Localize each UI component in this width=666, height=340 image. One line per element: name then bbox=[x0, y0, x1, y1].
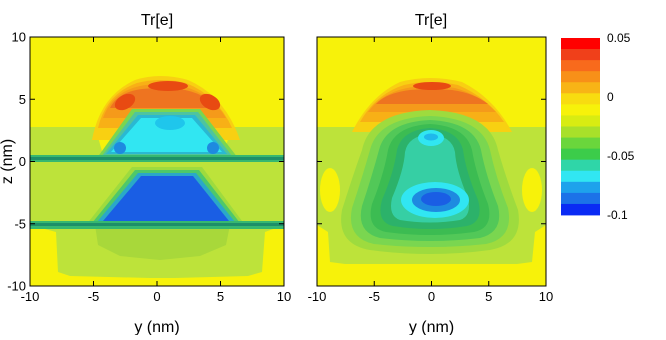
colorbar-swatch bbox=[561, 126, 600, 138]
left-lower-core bbox=[103, 176, 229, 221]
colorbar-swatch bbox=[561, 203, 600, 216]
x-tick-label: 0 bbox=[153, 289, 160, 304]
colorbar-swatch bbox=[561, 60, 600, 72]
right-upper-peak bbox=[413, 82, 451, 90]
colorbar-swatch bbox=[561, 82, 600, 94]
colorbar-tick-label: 0.05 bbox=[607, 31, 631, 45]
y-tick-label: 10 bbox=[12, 30, 26, 45]
colorbar: 0.05 0 -0.05 -0.1 bbox=[561, 31, 635, 222]
x-tick-label: -5 bbox=[88, 289, 100, 304]
left-upper-lobe-right bbox=[199, 93, 221, 111]
colorbar-swatch bbox=[561, 104, 600, 116]
left-layer-zm5-inner bbox=[30, 223, 284, 226]
colorbar-tick-label: 0 bbox=[607, 90, 614, 104]
colorbar-swatch bbox=[561, 115, 600, 127]
colorbar-tick-label: -0.1 bbox=[607, 208, 628, 222]
left-contour-plot bbox=[30, 37, 284, 286]
x-axis-label: y (nm) bbox=[409, 319, 454, 335]
x-tick-label: 5 bbox=[485, 289, 492, 304]
right-left-yellow-spot bbox=[320, 168, 340, 212]
colorbar-swatch bbox=[561, 49, 600, 61]
right-lower-blue-core bbox=[421, 192, 451, 206]
left-upper-inner-spot-2 bbox=[207, 142, 219, 154]
colorbar-swatch bbox=[561, 71, 600, 83]
left-bottom-bulge bbox=[95, 225, 230, 260]
left-upper-shell-4 bbox=[110, 88, 218, 108]
x-tick-label: -5 bbox=[368, 289, 380, 304]
x-tick-label: -10 bbox=[21, 289, 40, 304]
x-tick-label: -10 bbox=[308, 289, 327, 304]
left-upper-lobe-left bbox=[114, 93, 136, 111]
left-panel: Tr[e] bbox=[0, 12, 291, 337]
right-right-yellow-spot bbox=[522, 168, 542, 212]
x-tick-label: 10 bbox=[539, 289, 553, 304]
colorbar-swatch bbox=[561, 137, 600, 150]
colorbar-swatch bbox=[561, 192, 600, 205]
left-upper-inner-spot-3 bbox=[155, 116, 185, 130]
left-layer-z0-inner bbox=[30, 157, 284, 160]
right-panel-title: Tr[e] bbox=[415, 12, 447, 29]
colorbar-swatch bbox=[561, 181, 600, 194]
y-tick-label: 0 bbox=[19, 154, 26, 169]
right-upper-shell-4 bbox=[376, 89, 488, 104]
colorbar-labels: 0.05 0 -0.05 -0.1 bbox=[607, 31, 635, 222]
left-panel-title: Tr[e] bbox=[141, 12, 173, 29]
colorbar-swatches bbox=[561, 38, 600, 216]
left-axes: -10 -5 0 5 10 -10 -5 0 5 10 y (nm) z (nm) bbox=[0, 30, 291, 337]
left-upper-peak bbox=[148, 81, 188, 91]
colorbar-swatch bbox=[561, 38, 600, 50]
colorbar-swatch bbox=[561, 148, 600, 161]
y-tick-label: -10 bbox=[7, 279, 26, 294]
right-upper-cyan-core bbox=[424, 133, 438, 141]
colorbar-swatch bbox=[561, 159, 600, 172]
x-tick-label: 0 bbox=[428, 289, 435, 304]
right-contour-plot bbox=[317, 37, 546, 286]
y-tick-label: 5 bbox=[19, 92, 26, 107]
colorbar-swatch bbox=[561, 170, 600, 183]
right-panel: Tr[e] -10 -5 0 5 10 y (nm) bbox=[308, 12, 554, 336]
x-axis-label: y (nm) bbox=[134, 319, 179, 335]
y-axis-label: z (nm) bbox=[0, 139, 16, 184]
x-tick-label: 5 bbox=[217, 289, 224, 304]
right-axes: -10 -5 0 5 10 y (nm) bbox=[308, 36, 553, 336]
left-upper-inner-4 bbox=[111, 118, 222, 152]
colorbar-tick-label: -0.05 bbox=[607, 149, 635, 163]
colorbar-swatch bbox=[561, 93, 600, 105]
left-upper-inner-spot-1 bbox=[114, 142, 126, 154]
y-tick-label: -5 bbox=[14, 216, 26, 231]
x-tick-label: 10 bbox=[277, 289, 291, 304]
